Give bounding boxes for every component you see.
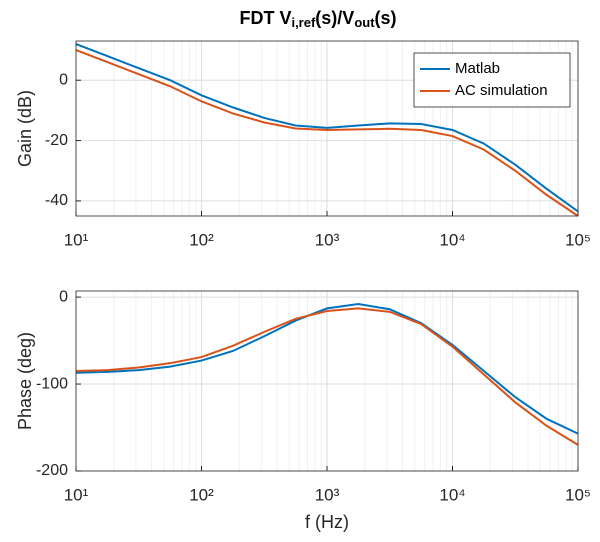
- line: [75, 307, 579, 446]
- legend-label: Matlab: [455, 60, 500, 77]
- x-tick-label: 10⁵: [565, 230, 591, 249]
- x-tick-label: 10²: [189, 230, 214, 249]
- x-tick-label: 10¹: [64, 485, 89, 504]
- x-tick-label: 10³: [315, 485, 340, 504]
- title-part: (s)/V: [315, 8, 354, 28]
- y-tick-label: -200: [36, 462, 68, 479]
- y-tick-label: -40: [45, 192, 68, 209]
- y-axis-label: Gain (dB): [15, 90, 35, 167]
- x-tick-label: 10²: [189, 485, 214, 504]
- title-subscript: out: [354, 15, 375, 30]
- x-axis-label: f (Hz): [305, 512, 349, 532]
- y-tick-label: 0: [59, 71, 68, 88]
- title-subscript: i,ref: [291, 15, 316, 30]
- axes-box: [75, 290, 579, 472]
- title-part: (s): [375, 8, 397, 28]
- x-tick-label: 10⁴: [439, 485, 465, 504]
- y-tick-label: -100: [36, 375, 68, 392]
- x-tick-label: 10⁵: [565, 485, 591, 504]
- line: [75, 303, 579, 435]
- axes-box: [75, 40, 579, 217]
- x-tick-label: 10⁴: [439, 230, 465, 249]
- y-axis-label: Phase (deg): [15, 332, 35, 430]
- line: [75, 43, 579, 213]
- legend-box: [413, 52, 571, 108]
- y-tick-label: 0: [59, 288, 68, 305]
- line: [75, 49, 579, 217]
- chart-title: FDT Vi,ref(s)/Vout(s): [239, 8, 396, 31]
- y-tick-label: -20: [45, 132, 68, 149]
- title-part: FDT V: [239, 8, 291, 28]
- legend-label: AC simulation: [455, 82, 548, 99]
- x-tick-label: 10¹: [64, 230, 89, 249]
- x-tick-label: 10³: [315, 230, 340, 249]
